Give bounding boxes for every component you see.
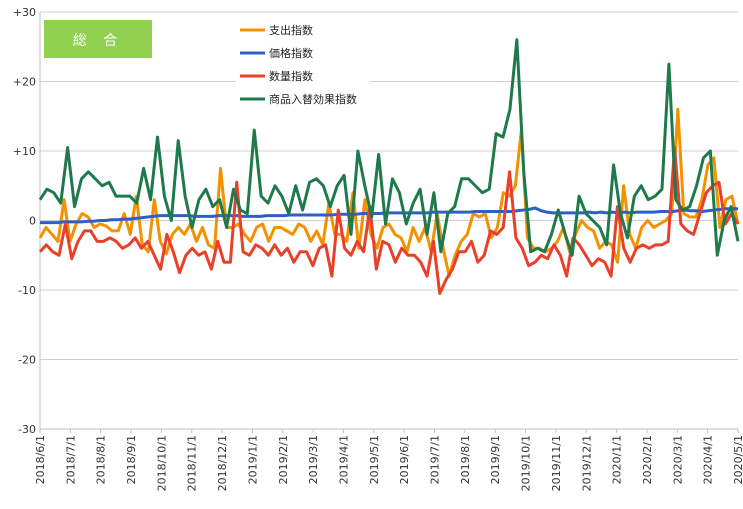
x-tick-label: 2019/6/1 <box>398 435 411 484</box>
legend-label: 価格指数 <box>269 46 313 60</box>
x-tick-label: 2019/11/1 <box>550 435 563 491</box>
x-tick-label: 2019/12/1 <box>580 435 593 491</box>
y-tick-label: +30 <box>13 6 36 19</box>
legend-item-price: 価格指数 <box>240 46 313 60</box>
series-line <box>38 146 740 295</box>
x-tick-label: 2020/2/1 <box>641 435 654 484</box>
y-tick-label: +10 <box>13 145 36 158</box>
x-tick-label: 2019/4/1 <box>337 435 350 484</box>
legend-background <box>236 20 370 106</box>
x-tick-labels: 2018/6/1 2018/7/1 2018/8/1 2018/9/1 2018/10/… <box>34 435 743 491</box>
x-tick-label: 2018/7/1 <box>64 435 77 484</box>
legend-item-product-replacement: 商品入替効果指数 <box>240 92 357 106</box>
badge-label: 総 合 <box>73 33 123 49</box>
x-tick-label: 2019/8/1 <box>459 435 472 484</box>
x-tick-label: 2020/1/1 <box>611 435 624 484</box>
chart-badge: 総 合 <box>44 20 152 58</box>
x-tick-label: 2018/6/1 <box>34 435 47 484</box>
y-tick-label: -10 <box>18 284 36 297</box>
legend-item-quantity: 数量指数 <box>240 69 313 83</box>
y-tick-labels: +30 +20 +10 0 -10 -20 -30 <box>13 6 36 436</box>
x-tick-label: 2018/11/1 <box>186 435 199 491</box>
x-tick-label: 2018/12/1 <box>216 435 229 491</box>
x-tick-label: 2018/10/1 <box>155 435 168 491</box>
x-tick-label: 2019/1/1 <box>246 435 259 484</box>
y-tick-label: -20 <box>18 354 36 367</box>
x-tick-label: 2019/9/1 <box>489 435 502 484</box>
axes <box>39 12 739 433</box>
legend-label: 支出指数 <box>269 23 313 37</box>
legend: 支出指数 価格指数 数量指数 商品入替効果指数 <box>236 20 370 106</box>
x-tick-label: 2019/3/1 <box>307 435 320 484</box>
series-line <box>38 38 740 257</box>
x-tick-label: 2019/7/1 <box>429 435 442 484</box>
x-tick-label: 2019/2/1 <box>277 435 290 484</box>
y-tick-label: +20 <box>13 76 36 89</box>
x-tick-label: 2018/8/1 <box>95 435 108 484</box>
legend-label: 数量指数 <box>269 69 313 83</box>
legend-label: 商品入替効果指数 <box>269 92 357 106</box>
gridlines <box>40 11 738 430</box>
y-tick-label: -30 <box>18 423 36 436</box>
y-tick-label: 0 <box>29 215 36 228</box>
legend-item-spending: 支出指数 <box>240 23 313 37</box>
x-tick-label: 2019/10/1 <box>520 435 533 491</box>
x-tick-label: 2020/3/1 <box>671 435 684 484</box>
x-tick-label: 2019/5/1 <box>368 435 381 484</box>
badge-background <box>44 20 152 58</box>
x-tick-label: 2018/9/1 <box>125 435 138 484</box>
x-tick-label: 2020/4/1 <box>702 435 715 484</box>
series-lines <box>38 38 740 295</box>
x-tick-label: 2020/5/1 <box>732 435 743 484</box>
